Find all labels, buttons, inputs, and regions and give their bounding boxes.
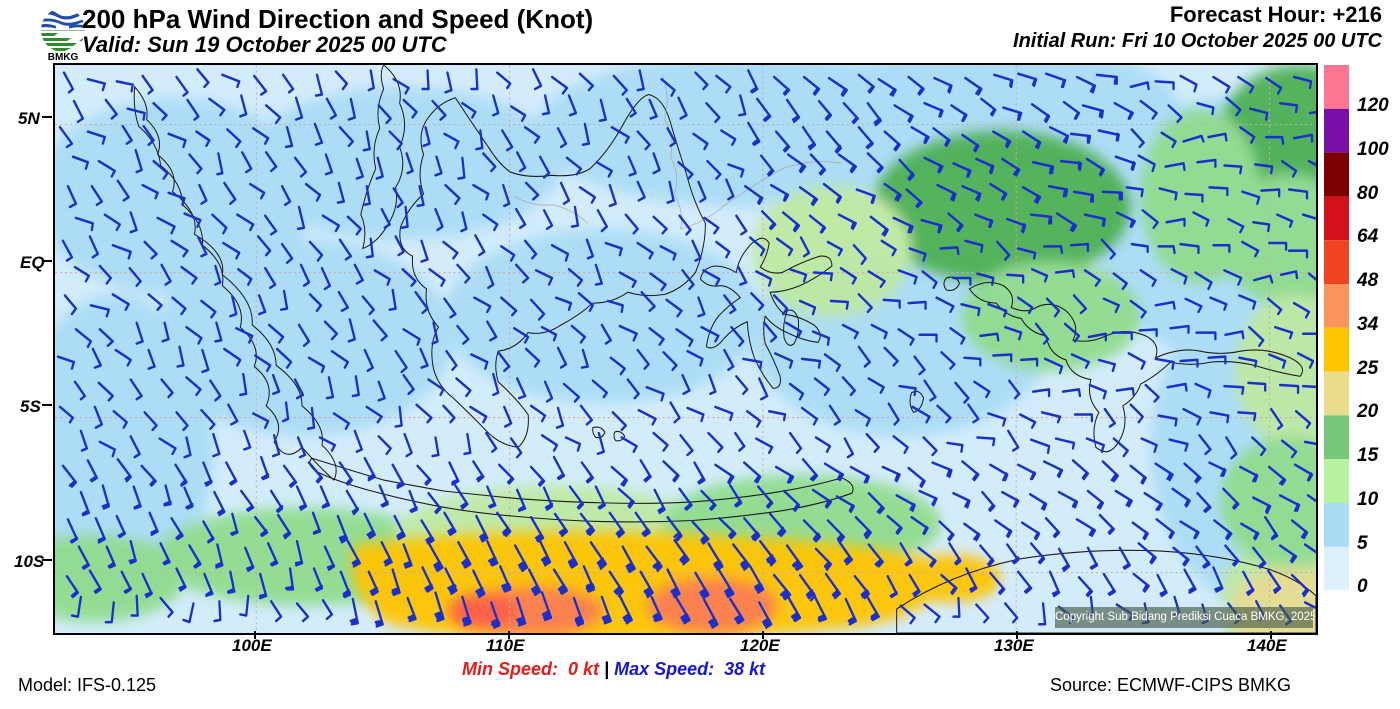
svg-text:BMKG: BMKG	[48, 52, 79, 62]
